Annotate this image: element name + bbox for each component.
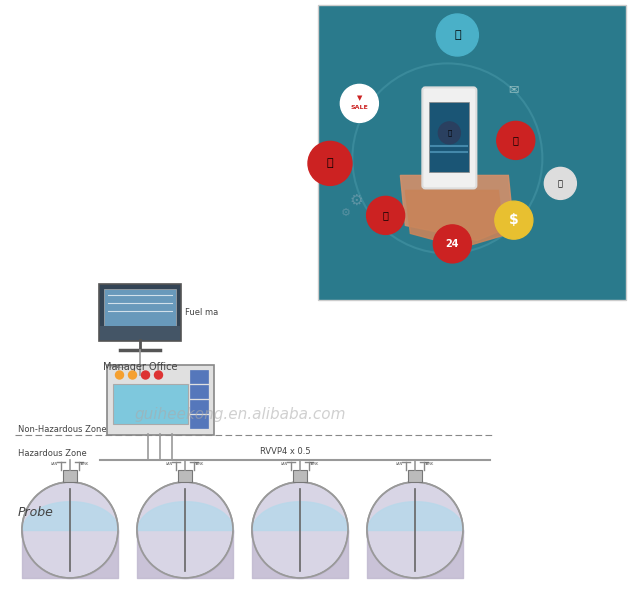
- FancyBboxPatch shape: [63, 470, 77, 482]
- Text: guiheekong.en.alibaba.com: guiheekong.en.alibaba.com: [134, 407, 346, 422]
- Text: Fuel ma: Fuel ma: [185, 308, 218, 317]
- Circle shape: [438, 122, 460, 144]
- Text: LAN: LAN: [51, 462, 58, 466]
- Circle shape: [433, 225, 471, 263]
- Circle shape: [367, 196, 404, 235]
- Text: ⚙: ⚙: [349, 193, 363, 208]
- Circle shape: [137, 482, 233, 578]
- Circle shape: [154, 371, 163, 379]
- Text: 🚚: 🚚: [454, 30, 461, 40]
- Circle shape: [252, 482, 348, 578]
- FancyBboxPatch shape: [429, 103, 469, 172]
- Text: RVVP4 x 0.5: RVVP4 x 0.5: [260, 447, 310, 456]
- Circle shape: [340, 85, 378, 122]
- Text: MINCO: MINCO: [109, 364, 126, 369]
- Circle shape: [497, 121, 535, 160]
- FancyBboxPatch shape: [422, 88, 476, 188]
- Text: Manager Office: Manager Office: [103, 362, 177, 372]
- Text: 24: 24: [445, 239, 459, 249]
- Text: Non-Hazardous Zone: Non-Hazardous Zone: [18, 425, 107, 434]
- Text: LAN: LAN: [165, 462, 173, 466]
- Text: Hazardous Zone: Hazardous Zone: [18, 449, 87, 458]
- FancyBboxPatch shape: [178, 470, 192, 482]
- Text: 🧺: 🧺: [513, 136, 518, 145]
- Text: SALE: SALE: [351, 105, 368, 110]
- Circle shape: [545, 167, 577, 199]
- Text: LAN: LAN: [280, 462, 287, 466]
- Text: $: $: [509, 213, 519, 227]
- FancyBboxPatch shape: [293, 470, 307, 482]
- Text: 🕐: 🕐: [558, 179, 563, 188]
- Text: LAN: LAN: [396, 462, 403, 466]
- FancyBboxPatch shape: [99, 284, 181, 341]
- Text: ▼: ▼: [356, 95, 362, 101]
- FancyBboxPatch shape: [189, 385, 207, 398]
- FancyBboxPatch shape: [113, 384, 188, 424]
- FancyBboxPatch shape: [100, 326, 180, 340]
- Circle shape: [115, 371, 124, 379]
- Text: ✉: ✉: [509, 83, 519, 97]
- Circle shape: [141, 371, 150, 379]
- Text: TANK: TANK: [309, 462, 319, 466]
- Text: 🏪: 🏪: [383, 211, 388, 220]
- FancyBboxPatch shape: [318, 5, 626, 300]
- FancyBboxPatch shape: [189, 370, 207, 383]
- Circle shape: [367, 482, 463, 578]
- Circle shape: [436, 14, 478, 56]
- FancyBboxPatch shape: [408, 470, 422, 482]
- Polygon shape: [405, 190, 504, 247]
- FancyBboxPatch shape: [189, 415, 207, 428]
- Text: TANK: TANK: [79, 462, 88, 466]
- Text: TANK: TANK: [195, 462, 204, 466]
- Circle shape: [495, 201, 533, 239]
- Text: 🛒: 🛒: [447, 130, 451, 136]
- FancyBboxPatch shape: [104, 289, 176, 330]
- Polygon shape: [401, 175, 513, 241]
- Text: 🛒: 🛒: [326, 158, 333, 169]
- Text: Probe: Probe: [18, 506, 54, 518]
- FancyBboxPatch shape: [189, 400, 207, 413]
- Circle shape: [129, 371, 136, 379]
- Circle shape: [22, 482, 118, 578]
- Circle shape: [308, 142, 352, 185]
- Text: TANK: TANK: [424, 462, 434, 466]
- Text: ⚙: ⚙: [341, 208, 351, 218]
- FancyBboxPatch shape: [106, 365, 214, 435]
